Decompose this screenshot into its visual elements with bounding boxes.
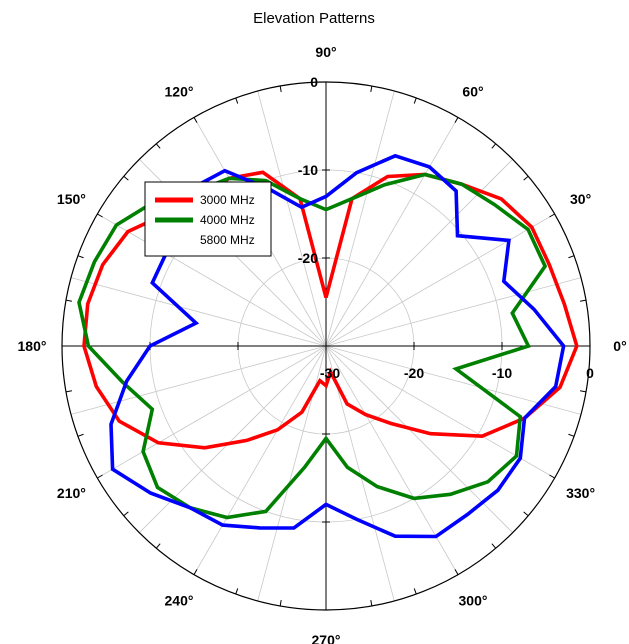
- angle-tick-label: 150°: [57, 191, 86, 207]
- outer-tick: [77, 433, 84, 437]
- outer-tick: [65, 299, 73, 302]
- outer-tick: [413, 588, 417, 595]
- outer-tick: [193, 569, 198, 575]
- axis-labels: 0° 30° 60° 90° 120° 150° 180° 210° 240° 270° 300° 3…: [18, 44, 627, 644]
- legend-label: 5800 MHz: [200, 233, 255, 247]
- radial-tick-label: -10: [492, 365, 512, 381]
- grid-spoke: [70, 345, 327, 415]
- outer-tick: [193, 117, 198, 123]
- outer-tick: [97, 213, 103, 218]
- grid-spoke: [257, 345, 327, 602]
- angle-tick-label: 0°: [613, 338, 626, 354]
- outer-tick: [370, 85, 373, 93]
- angle-tick-label: 300°: [459, 593, 488, 609]
- outer-tick: [279, 85, 282, 93]
- grid-spoke: [97, 345, 327, 479]
- outer-tick: [549, 474, 555, 479]
- radial-tick-label: -20: [404, 365, 424, 381]
- polar-grid: [61, 81, 591, 611]
- outer-tick: [568, 433, 575, 437]
- outer-tick: [235, 588, 239, 595]
- outer-tick: [549, 213, 555, 218]
- outer-tick: [523, 511, 529, 517]
- outer-tick: [523, 175, 529, 181]
- outer-tick: [65, 390, 73, 393]
- grid-spoke: [325, 159, 513, 347]
- radial-tick-label: -30: [320, 365, 340, 381]
- outer-tick: [579, 390, 587, 393]
- outer-tick: [97, 474, 103, 479]
- angle-tick-label: 90°: [315, 44, 336, 60]
- grid-spoke: [325, 277, 582, 347]
- grid-spoke: [325, 90, 395, 347]
- grid-spoke: [325, 117, 459, 347]
- outer-tick: [123, 175, 129, 181]
- angle-tick-label: 180°: [18, 338, 47, 354]
- radial-tick-label: -20: [298, 250, 318, 266]
- legend: 3000 MHz 4000 MHz 5800 MHz: [144, 181, 272, 257]
- outer-tick: [454, 569, 459, 575]
- series-line-2: [77, 172, 548, 520]
- angle-tick-label: 30°: [570, 191, 591, 207]
- outer-tick: [235, 97, 239, 104]
- outer-tick: [491, 143, 497, 149]
- outer-tick: [77, 255, 84, 259]
- outer-tick: [454, 117, 459, 123]
- legend-label: 3000 MHz: [200, 193, 255, 207]
- outer-tick: [579, 299, 587, 302]
- chart-title: Elevation Patterns: [253, 10, 375, 27]
- grid-spoke: [325, 345, 459, 575]
- grid-spoke: [139, 345, 327, 533]
- legend-label: 4000 MHz: [200, 213, 255, 227]
- outer-tick: [413, 97, 417, 104]
- radial-tick-label: 0: [586, 365, 594, 381]
- radial-tick-label: 0: [310, 74, 318, 90]
- outer-tick: [123, 511, 129, 517]
- series-line-3: [109, 153, 566, 539]
- grid-spoke: [97, 213, 327, 347]
- radial-tick-label: -10: [298, 162, 318, 178]
- angle-tick-label: 120°: [165, 83, 194, 99]
- outer-tick: [155, 543, 161, 549]
- grid-spoke: [257, 90, 327, 347]
- outer-tick: [491, 543, 497, 549]
- grid-spoke: [325, 213, 555, 347]
- angle-tick-label: 330°: [566, 485, 595, 501]
- angle-tick-label: 240°: [165, 593, 194, 609]
- angle-tick-label: 270°: [312, 632, 341, 644]
- angle-tick-label: 210°: [57, 485, 86, 501]
- outer-tick: [568, 255, 575, 259]
- outer-tick: [155, 143, 161, 149]
- angle-tick-label: 60°: [462, 83, 483, 99]
- grid-spoke: [193, 345, 327, 575]
- outer-tick: [279, 599, 282, 607]
- grid-spoke: [70, 277, 327, 347]
- series-layer: [77, 153, 579, 539]
- outer-tick: [370, 599, 373, 607]
